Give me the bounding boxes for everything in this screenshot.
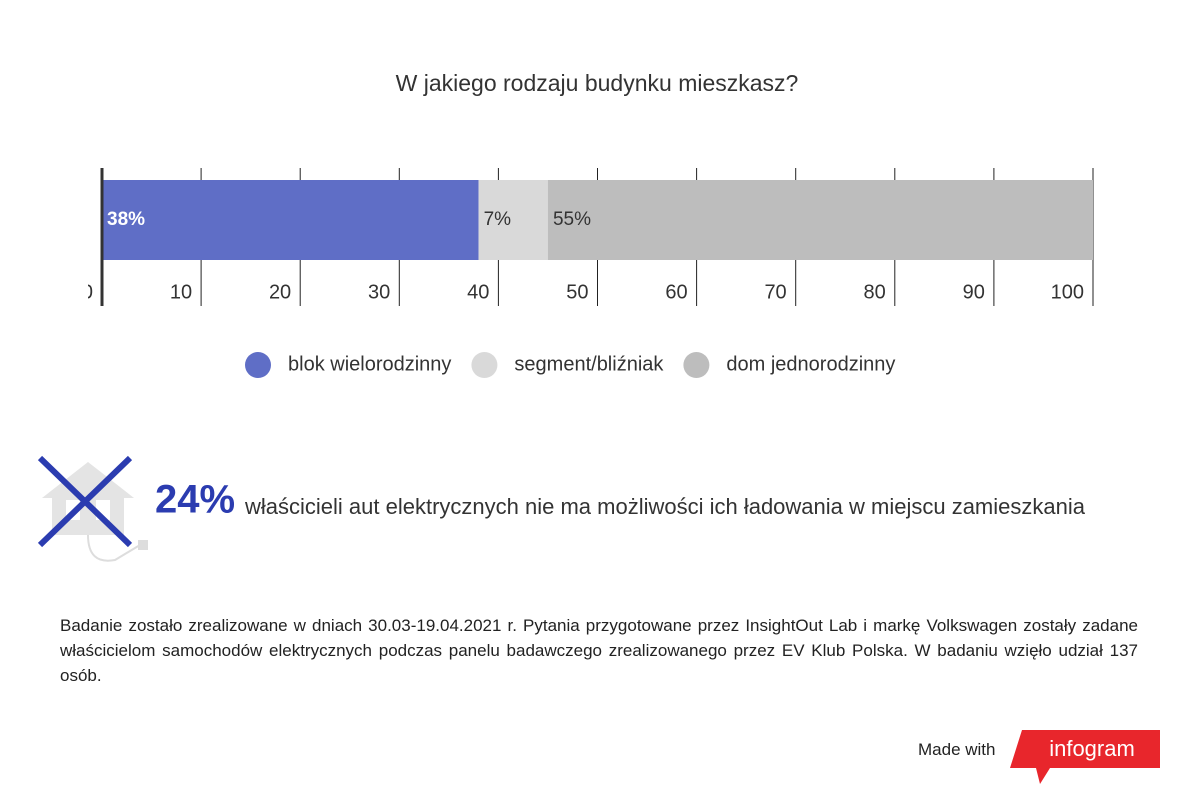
legend-swatch [245, 352, 271, 378]
made-with: Made with [918, 740, 996, 759]
x-tick-label: 80 [864, 281, 886, 303]
no-charging-icon [37, 455, 148, 562]
highlight-figure: 24% [155, 478, 235, 522]
value-label: 38% [107, 209, 145, 230]
x-tick-label: 70 [764, 281, 786, 303]
x-tick-label: 90 [963, 281, 985, 303]
x-tick-label: 30 [368, 281, 390, 303]
legend-label: blok wielorodzinny [288, 353, 451, 375]
x-tick-label: 60 [665, 281, 687, 303]
bar-segment [102, 180, 479, 260]
x-tick-label: 0 [82, 281, 93, 303]
value-label: 7% [484, 209, 512, 230]
legend: blok wielorodzinny segment/bliźniak dom je… [245, 352, 895, 378]
chart-title: W jakiego rodzaju budynku mieszkasz? [396, 70, 799, 96]
x-tick-label: 50 [566, 281, 588, 303]
infogram-logo: infogram [1010, 730, 1160, 784]
legend-swatch [471, 352, 498, 378]
x-tick-label: 100 [1051, 281, 1084, 303]
x-tick-label: 20 [269, 281, 291, 303]
value-label: 55% [553, 209, 591, 230]
highlight-text: właścicieli aut elektrycznych nie ma moż… [244, 494, 1086, 519]
legend-swatch [683, 352, 710, 378]
bar-segment [478, 180, 548, 260]
survey-note: Badanie zostało zrealizowane w dniach 30… [60, 616, 1138, 685]
x-tick-label: 40 [467, 281, 489, 303]
x-tick-label: 10 [170, 281, 192, 303]
legend-label: dom jednorodzinny [726, 353, 895, 375]
logo-text: infogram [1049, 736, 1135, 761]
plot: 0 10 20 30 40 50 60 70 80 90 100 38% 7% 55% [82, 168, 1094, 306]
bar-segment [547, 180, 1093, 260]
legend-label: segment/bliźniak [514, 353, 664, 375]
